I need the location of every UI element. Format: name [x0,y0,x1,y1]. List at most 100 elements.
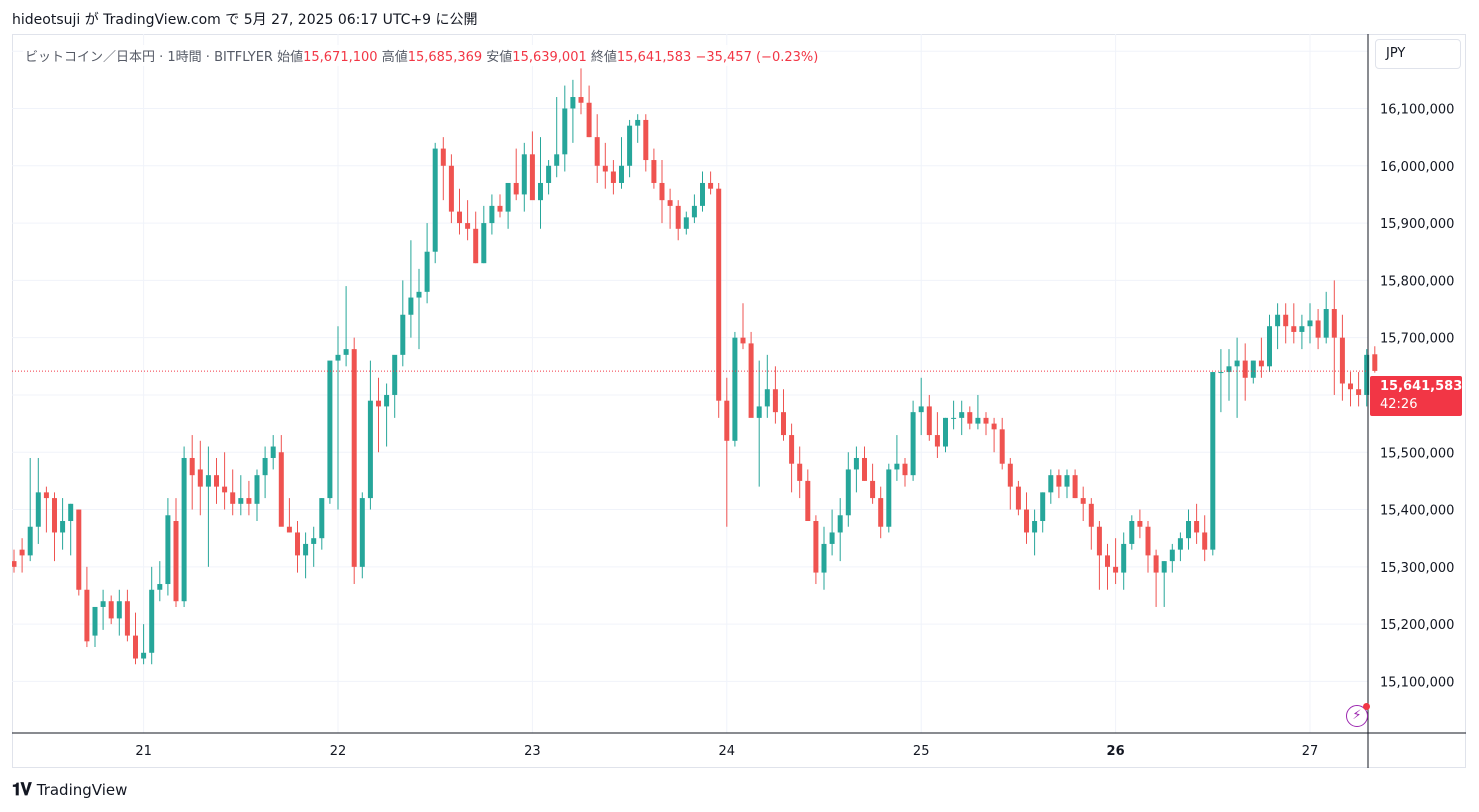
candle-body [157,584,163,590]
candle-body [1088,503,1094,527]
bar-countdown: 42:26 [1380,397,1418,412]
low-value: 15,639,001 [512,50,587,65]
candle-body [1105,555,1110,567]
candle-body [513,182,519,195]
candle-body [610,171,616,183]
candle-body [1072,475,1078,499]
candle-body [991,423,997,430]
candle-body [1210,372,1216,550]
candle-body [894,463,900,470]
candle-body [1356,389,1362,395]
candle-body [586,102,592,138]
candle-body [1218,372,1224,374]
candle-body [76,509,82,590]
open-value: 15,671,100 [303,50,378,65]
change-value: −35,457 (−0.23%) [695,50,819,65]
candle-body [60,521,66,533]
candle-body [1032,521,1038,533]
candle-body [222,486,228,493]
candle-body [797,463,803,481]
lightning-icon[interactable]: ⚡ [1346,705,1368,727]
candle-body [959,412,965,418]
y-tick-label: 16,000,000 [1380,160,1454,175]
candles [12,68,1378,665]
candle-body [473,228,479,264]
candle-body [165,515,171,585]
candle-body [886,469,892,527]
candle-body [392,354,398,395]
candle-body [627,125,633,166]
candle-body [821,543,827,573]
candle-body [376,400,381,407]
y-tick-label: 15,300,000 [1380,561,1454,576]
candle-body [197,469,203,487]
candle-body [635,119,641,126]
candle-body [538,182,543,201]
candle-body [562,108,568,155]
candle-body [416,291,422,298]
candle-body [270,446,276,458]
candle-body [772,389,778,413]
y-tick-label: 16,100,000 [1380,102,1454,117]
candle-body [1267,326,1272,367]
candle-body [1064,475,1070,487]
candle-body [181,457,187,602]
candle-body [554,154,560,166]
candle-body [943,417,948,447]
candle-body [149,589,155,653]
candle-body [173,521,179,602]
candle-body [918,406,924,413]
candle-body [205,475,211,487]
y-tick-label: 15,200,000 [1380,618,1454,633]
candle-body [1291,326,1297,332]
candle-body [740,337,746,344]
candle-body [400,314,406,355]
candle-body [1153,555,1159,573]
candle-body [1024,509,1029,533]
candle-body [238,498,244,504]
candle-body [1186,521,1191,539]
candle-body [1056,475,1062,487]
candle-body [837,515,843,533]
notification-dot [1363,703,1370,710]
open-label: 始値 [277,50,304,65]
candle-body [934,435,940,447]
candle-body [1113,566,1119,573]
candle-body [100,601,106,607]
candle-body [983,417,989,424]
candle-body [594,137,600,166]
candle-body [1161,561,1167,573]
grid-lines [12,34,1368,733]
candle-body [189,457,195,476]
candle-body [214,475,219,487]
y-tick-label: 15,400,000 [1380,504,1454,519]
candle-body [230,492,236,504]
currency-button[interactable]: JPY [1375,39,1461,69]
x-tick-label: 23 [524,744,541,759]
candle-body [1307,320,1313,327]
candle-body [878,498,884,527]
candle-body [286,526,292,533]
candle-body [351,349,357,567]
candle-body [789,435,795,464]
candle-body [1348,383,1353,390]
candle-body [967,412,973,424]
candle-body [683,217,689,229]
candle-body [133,635,138,659]
x-tick-label: 22 [330,744,347,759]
candle-body [408,297,414,315]
candle-body [52,498,57,533]
candle-body [546,165,552,183]
candle-body [481,223,487,264]
tradingview-logo-icon: 𝟏𝐕 [12,780,32,800]
candle-body [278,452,284,527]
candle-body [870,480,876,499]
candle-body [1080,498,1086,504]
candle-body [756,406,762,418]
candlestick-chart[interactable]: 15,100,000 15,200,000 15,300,000 15,400,000… [12,34,1466,768]
candle-body [311,538,317,544]
axes: 15,100,000 15,200,000 15,300,000 15,400,000… [12,34,1466,768]
candle-body [1331,309,1337,338]
publish-header: hideotsuji が TradingView.com で 5月 27, 20… [12,12,478,28]
candle-body [764,389,770,407]
